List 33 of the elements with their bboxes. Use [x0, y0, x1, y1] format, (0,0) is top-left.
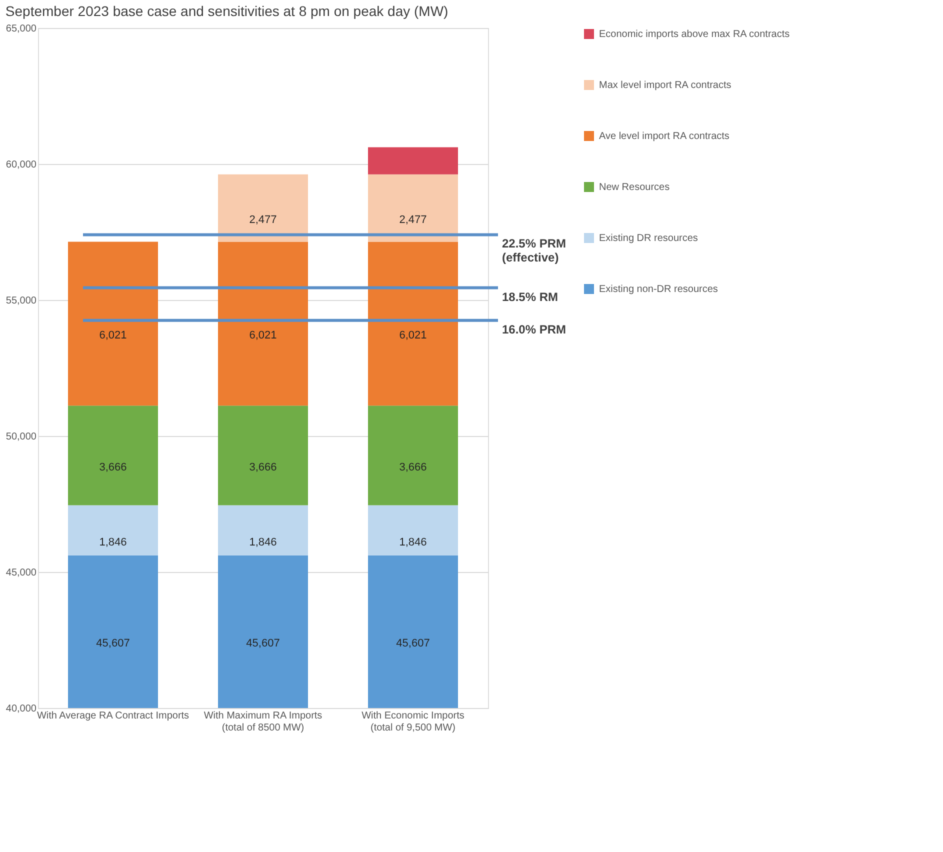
data-label: 3,666	[399, 461, 427, 474]
data-label: 1,846	[99, 536, 127, 548]
data-label: 2,477	[399, 214, 427, 226]
data-label: 45,607	[246, 638, 280, 650]
legend-label: Economic imports above max RA contracts	[599, 29, 790, 40]
y-tick-label: 55,000	[6, 296, 37, 306]
y-tick-label: 50,000	[6, 432, 37, 442]
data-label: 2,477	[249, 214, 277, 226]
x-tick-label: With Economic Imports (total of 9,500 MW)	[362, 710, 464, 734]
data-label: 3,666	[99, 461, 127, 474]
data-label: 3,666	[249, 461, 277, 474]
ref-line-label: 22.5% PRM (effective)	[502, 236, 566, 265]
data-label: 6,021	[99, 330, 127, 342]
x-tick-label: With Maximum RA Imports (total of 8500 MW)	[204, 710, 322, 734]
data-label: 6,021	[399, 330, 427, 342]
ref-line-label: 16.0% PRM	[502, 322, 566, 336]
legend-label: New Resources	[599, 182, 670, 193]
data-label: 6,021	[249, 330, 277, 342]
data-label: 1,846	[399, 536, 427, 548]
legend-label: Existing DR resources	[599, 233, 698, 244]
y-tick-label: 65,000	[6, 24, 37, 34]
legend-label: Ave level import RA contracts	[599, 131, 730, 142]
data-label: 1,846	[249, 536, 277, 548]
data-label: 45,607	[396, 638, 430, 650]
x-tick-label: With Average RA Contract Imports	[36, 710, 190, 722]
chart-title: September 2023 base case and sensitivities at 8 pm on peak day (MW)	[5, 3, 448, 19]
data-label: 45,607	[96, 638, 130, 650]
ref-line-label: 18.5% RM	[502, 290, 558, 304]
y-tick-label: 40,000	[6, 704, 37, 714]
legend-label: Existing non-DR resources	[599, 284, 718, 295]
legend-label: Max level import RA contracts	[599, 80, 732, 91]
y-tick-label: 60,000	[6, 160, 37, 170]
y-tick-label: 45,000	[6, 568, 37, 578]
